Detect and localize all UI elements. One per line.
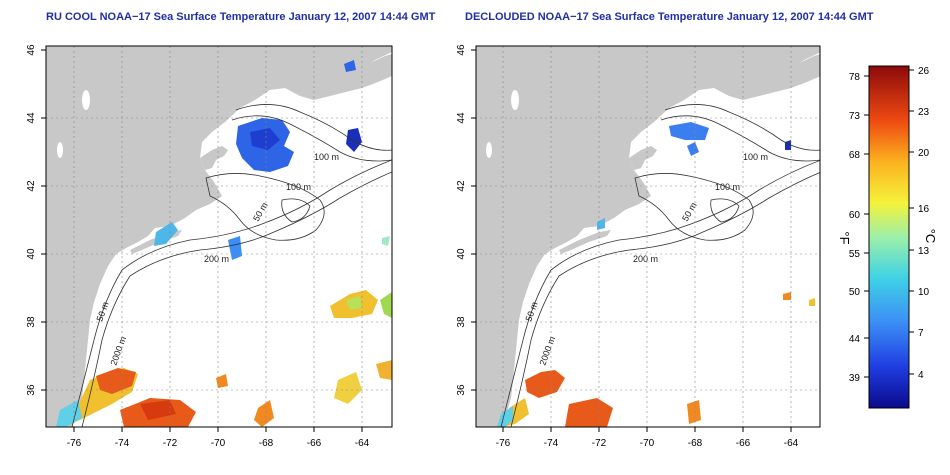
celsius-tick-label: 23 (918, 107, 930, 118)
land-mass (46, 46, 392, 427)
map-panel-left: 100 m 100 m 50 m 200 m 50 m 2000 m (26, 44, 393, 449)
axis-ticks (41, 49, 363, 432)
fahrenheit-tick-label: 60 (849, 210, 861, 221)
fahrenheit-tick-label: 73 (849, 111, 861, 122)
lon-tick-label: -66 (307, 438, 322, 449)
fahrenheit-tick-label: 78 (849, 72, 861, 83)
lon-tick-label: -68 (259, 438, 274, 449)
lon-tick-label: -72 (163, 438, 178, 449)
celsius-ticks: 26 23 20 16 13 10 7 4 (918, 66, 930, 381)
lat-tick-label: 42 (26, 180, 37, 192)
lat-tick-label: 38 (26, 316, 37, 328)
lon-tick-labels: -76 -74 -72 -70 -68 -66 -64 (496, 438, 799, 449)
lat-tick-label: 46 (26, 44, 37, 56)
celsius-tick-label: 16 (918, 204, 930, 215)
lake (511, 90, 519, 110)
colorbar-gradient (868, 65, 910, 409)
contour-label-200m: 200 m (204, 254, 229, 264)
lon-tick-label: -70 (211, 438, 226, 449)
nova-scotia (300, 54, 392, 100)
lake (57, 142, 63, 158)
map-panel-right: 100 m 100 m 50 m 200 m 50 m 2000 m (456, 44, 821, 449)
fahrenheit-tick-label: 39 (849, 373, 861, 384)
cape-cod (629, 146, 657, 170)
lat-tick-label: 44 (456, 112, 467, 124)
axis-ticks (471, 49, 792, 432)
fahrenheit-tick-label: 55 (849, 249, 861, 260)
lat-tick-label: 40 (456, 248, 467, 260)
lake (486, 142, 492, 158)
lon-tick-label: -74 (544, 438, 559, 449)
lon-tick-label: -66 (736, 438, 751, 449)
lat-tick-label: 46 (456, 44, 467, 56)
bathymetry-contours (71, 104, 392, 427)
lat-tick-label: 40 (26, 248, 37, 260)
contour-label-200m: 200 m (633, 254, 658, 264)
lon-tick-label: -64 (355, 438, 370, 449)
lon-tick-label: -76 (67, 438, 82, 449)
land-mass (476, 46, 820, 427)
contour-label-100m-east: 100 m (715, 182, 740, 192)
fahrenheit-tick-label: 68 (849, 150, 861, 161)
lat-tick-label: 36 (456, 384, 467, 396)
grid-lines (476, 46, 820, 427)
celsius-tick-label: 7 (918, 328, 924, 339)
panel-title-left: RU COOL NOAA−17 Sea Surface Temperature … (46, 11, 436, 23)
bathymetry-contours (500, 104, 820, 427)
celsius-tick-label: 20 (918, 148, 930, 159)
contour-label-100m-north: 100 m (743, 152, 768, 162)
celsius-tick-label: 13 (918, 246, 930, 257)
lat-tick-label: 42 (456, 180, 467, 192)
fahrenheit-ticks: 78 73 68 60 55 50 44 39 (849, 72, 861, 384)
lat-tick-labels: 36 38 40 42 44 46 (456, 44, 467, 396)
nova-scotia (729, 54, 820, 100)
grid-lines (46, 46, 392, 427)
contour-label-100m-east: 100 m (286, 182, 311, 192)
lon-tick-label: -68 (688, 438, 703, 449)
celsius-label: °C (923, 229, 938, 244)
lat-tick-label: 38 (456, 316, 467, 328)
celsius-tick-label: 26 (918, 66, 930, 77)
fahrenheit-label: °F (837, 231, 852, 244)
lon-tick-label: -64 (784, 438, 799, 449)
colorbar: 78 73 68 60 55 50 44 39 26 23 20 16 13 1… (837, 65, 938, 409)
lon-tick-label: -74 (115, 438, 130, 449)
lon-tick-labels: -76 -74 -72 -70 -68 -66 -64 (67, 438, 370, 449)
cape-cod (200, 146, 228, 170)
lon-tick-label: -72 (592, 438, 607, 449)
fahrenheit-tick-label: 50 (849, 287, 861, 298)
lat-tick-label: 44 (26, 112, 37, 124)
lat-tick-labels: 36 38 40 42 44 46 (26, 44, 37, 396)
map-frame (45, 45, 393, 428)
lake (82, 90, 90, 110)
long-island (559, 230, 611, 254)
celsius-tick-label: 4 (918, 370, 924, 381)
panel-title-right: DECLOUDED NOAA−17 Sea Surface Temperatur… (465, 11, 874, 23)
lat-tick-label: 36 (26, 384, 37, 396)
map-frame (475, 45, 821, 428)
lon-tick-label: -70 (640, 438, 655, 449)
lon-tick-label: -76 (496, 438, 511, 449)
celsius-tick-label: 10 (918, 287, 930, 298)
colorbar-ticks (864, 69, 914, 378)
contour-label-100m-north: 100 m (314, 152, 339, 162)
sst-patches (56, 60, 392, 427)
fahrenheit-tick-label: 44 (849, 334, 861, 345)
sst-patches (497, 122, 815, 427)
